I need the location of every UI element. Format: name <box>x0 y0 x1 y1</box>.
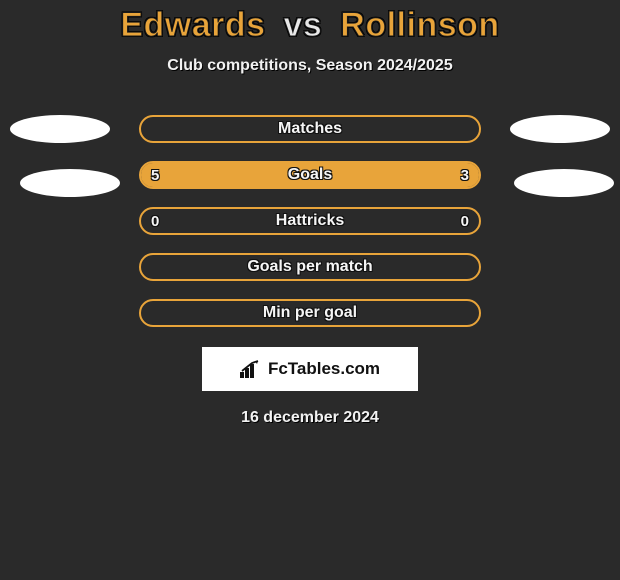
root: Edwards vs Rollinson Club competitions, … <box>0 0 620 427</box>
avatar-placeholder-left-1 <box>10 115 110 143</box>
stat-bar: Goals per match <box>139 253 481 281</box>
stat-label: Goals <box>288 166 332 184</box>
stat-bar: 5 3 Goals <box>139 161 481 189</box>
avatar-placeholder-left-2 <box>20 169 120 197</box>
subtitle: Club competitions, Season 2024/2025 <box>167 57 452 75</box>
title-player1: Edwards <box>120 6 265 44</box>
stat-label: Min per goal <box>263 304 357 322</box>
title-vs: vs <box>284 6 323 44</box>
stat-value-left: 0 <box>151 213 159 230</box>
stat-value-right: 0 <box>461 213 469 230</box>
fctables-logo-icon <box>240 360 262 378</box>
avatar-placeholder-right-1 <box>510 115 610 143</box>
logo-text: FcTables.com <box>268 359 380 379</box>
stat-value-right: 3 <box>461 167 469 184</box>
stat-bar: Min per goal <box>139 299 481 327</box>
stat-bars: Matches 5 3 Goals 0 0 Hattricks Goals per match… <box>139 115 481 327</box>
stat-label: Hattricks <box>276 212 344 230</box>
page-title: Edwards vs Rollinson <box>120 6 499 45</box>
title-player2: Rollinson <box>340 6 499 44</box>
stat-bar: 0 0 Hattricks <box>139 207 481 235</box>
stat-label: Goals per match <box>247 258 372 276</box>
stat-value-left: 5 <box>151 167 159 184</box>
stat-bar: Matches <box>139 115 481 143</box>
comparison-stage: Matches 5 3 Goals 0 0 Hattricks Goals per match… <box>0 115 620 427</box>
date-label: 16 december 2024 <box>0 409 620 427</box>
avatar-placeholder-right-2 <box>514 169 614 197</box>
stat-label: Matches <box>278 120 342 138</box>
logo-box: FcTables.com <box>202 347 418 391</box>
